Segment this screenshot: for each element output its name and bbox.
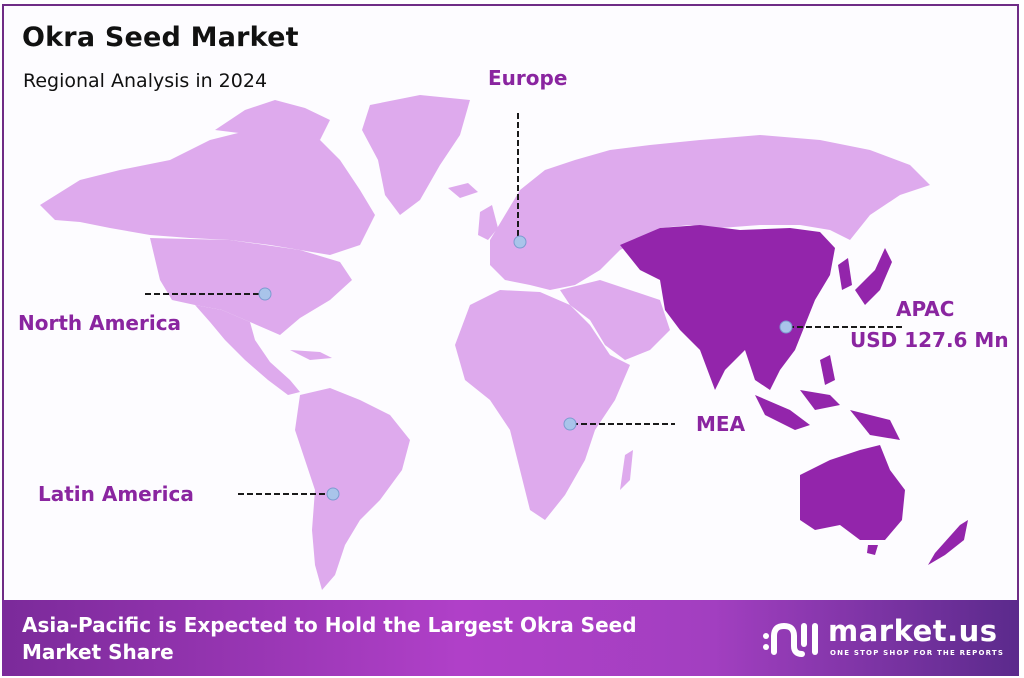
label-latin-america: Latin America xyxy=(38,482,194,506)
label-europe: Europe xyxy=(488,66,568,90)
chart-title: Okra Seed Market xyxy=(22,22,299,53)
land-masses xyxy=(40,95,930,590)
marker-mea[interactable] xyxy=(563,417,577,431)
marker-apac[interactable] xyxy=(779,320,793,334)
label-apac: APAC xyxy=(896,297,955,321)
logo-tagline: ONE STOP SHOP FOR THE REPORTS xyxy=(830,649,1005,657)
marker-europe[interactable] xyxy=(513,235,527,249)
leader-lines xyxy=(145,113,905,495)
label-north-america: North America xyxy=(18,311,182,335)
footer-banner: Asia-Pacific is Expected to Hold the Lar… xyxy=(2,600,1019,676)
chart-subtitle: Regional Analysis in 2024 xyxy=(23,70,268,92)
world-map xyxy=(40,95,968,590)
marker-latin-america[interactable] xyxy=(326,487,340,501)
footer-headline: Asia-Pacific is Expected to Hold the Lar… xyxy=(22,613,637,664)
marker-north-america[interactable] xyxy=(258,287,272,301)
region-markers xyxy=(258,235,793,501)
logo-wordmark: market.us xyxy=(828,614,998,648)
apac-highlighted-region xyxy=(620,225,968,565)
label-mea: MEA xyxy=(696,412,746,436)
label-apac-value: USD 127.6 Mn xyxy=(850,328,1009,352)
market-us-logo-icon xyxy=(763,622,818,657)
market-us-logo[interactable]: market.us ONE STOP SHOP FOR THE REPORTS xyxy=(760,614,1003,664)
